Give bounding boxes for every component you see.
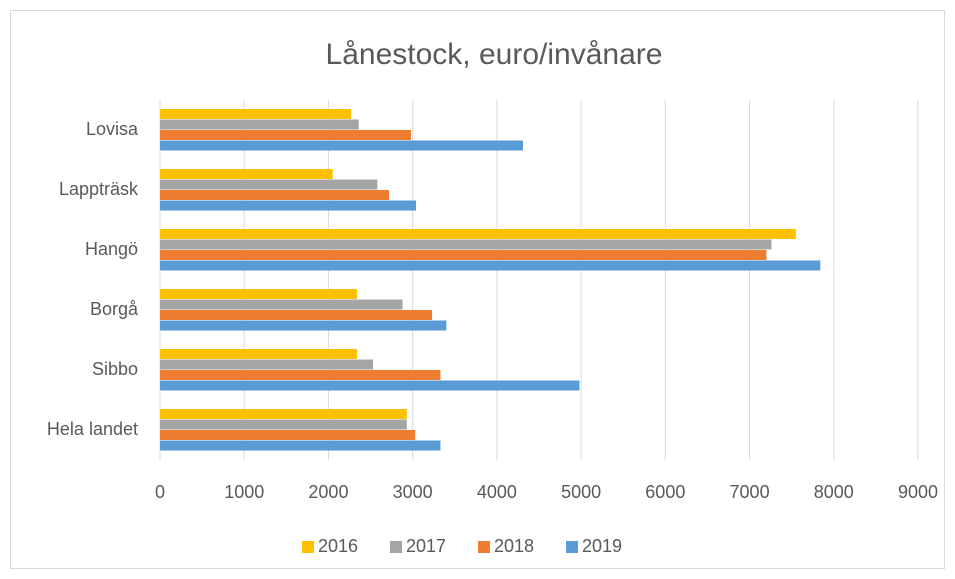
bar: [160, 239, 772, 250]
legend-swatch: [390, 541, 402, 553]
bar: [160, 200, 417, 211]
x-tick-label: 7000: [730, 482, 770, 502]
x-tick-label: 3000: [393, 482, 433, 502]
bar: [160, 299, 403, 310]
legend-swatch: [302, 541, 314, 553]
chart-title: Lånestock, euro/invånare: [326, 38, 663, 71]
x-tick-label: 8000: [814, 482, 854, 502]
legend-label: 2018: [494, 536, 534, 556]
x-tick-label: 2000: [308, 482, 348, 502]
bar: [160, 310, 433, 320]
bar: [160, 370, 441, 380]
bar: [160, 359, 374, 370]
bar: [160, 260, 821, 271]
bar: [160, 169, 333, 179]
bar: [160, 140, 523, 151]
legend-swatch: [566, 541, 578, 553]
y-tick-label: Borgå: [90, 299, 139, 319]
y-tick-label: Hangö: [85, 239, 138, 259]
x-tick-label: 5000: [561, 482, 601, 502]
bar: [160, 409, 407, 419]
bar: [160, 119, 359, 130]
bar: [160, 250, 767, 260]
bar: [160, 440, 441, 451]
legend-swatch: [478, 541, 490, 553]
x-tick-label: 6000: [645, 482, 685, 502]
x-tick-label: 1000: [224, 482, 264, 502]
x-tick-label: 9000: [898, 482, 938, 502]
y-tick-label: Lappträsk: [59, 179, 139, 199]
x-tick-label: 0: [155, 482, 165, 502]
legend-label: 2019: [582, 536, 622, 556]
bar: [160, 380, 580, 391]
bar: [160, 190, 390, 200]
y-tick-label: Sibbo: [92, 359, 138, 379]
bar: [160, 349, 358, 359]
bar: [160, 229, 796, 239]
legend-label: 2017: [406, 536, 446, 556]
bar: [160, 430, 416, 440]
bar: [160, 320, 447, 331]
bar: [160, 109, 352, 119]
legend-label: 2016: [318, 536, 358, 556]
y-tick-label: Lovisa: [86, 119, 139, 139]
y-tick-label: Hela landet: [47, 419, 138, 439]
x-tick-label: 4000: [477, 482, 517, 502]
bar: [160, 419, 407, 430]
bar: [160, 289, 358, 299]
bar: [160, 179, 378, 190]
bar: [160, 130, 411, 140]
